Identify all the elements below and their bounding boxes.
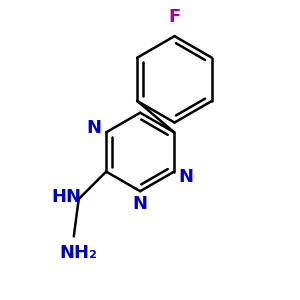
Text: F: F <box>168 8 181 26</box>
Text: N: N <box>178 167 194 185</box>
Text: N: N <box>86 119 101 137</box>
Text: NH₂: NH₂ <box>60 244 98 262</box>
Text: N: N <box>133 195 148 213</box>
Text: HN: HN <box>51 188 81 206</box>
